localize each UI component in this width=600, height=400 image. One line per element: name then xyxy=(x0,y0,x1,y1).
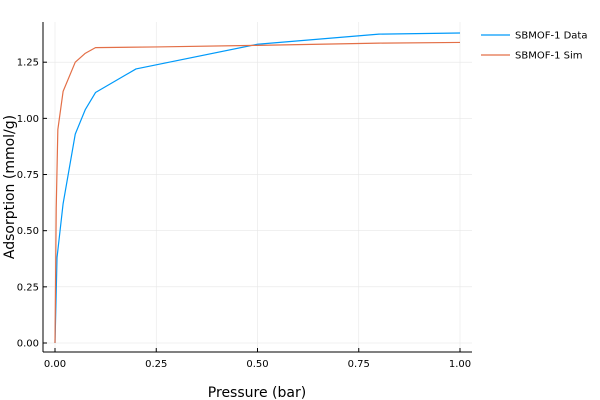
series xyxy=(54,32,461,344)
legend-label: SBMOF-1 Data xyxy=(515,31,588,42)
y-tick-label: 0.00 xyxy=(17,339,39,350)
series-line-sbmof-1-sim xyxy=(54,41,461,344)
x-axis-label: Pressure (bar) xyxy=(208,385,306,400)
y-tick-label: 1.00 xyxy=(17,114,39,125)
y-tick-label: 0.50 xyxy=(17,226,39,237)
y-tick-label: 0.25 xyxy=(17,282,39,293)
legend-box xyxy=(476,22,596,66)
ticks: 0.00 0.25 0.50 0.75 1.00 0.00 0.25 0.50 0.75 1.00… xyxy=(17,58,471,370)
series-line-sbmof-1-data xyxy=(54,32,461,344)
x-tick-label: 0.00 xyxy=(44,359,66,370)
y-tick-label: 0.75 xyxy=(17,170,39,181)
x-tick-label: 0.50 xyxy=(246,359,268,370)
x-tick-label: 1.00 xyxy=(449,359,471,370)
grid xyxy=(43,22,472,352)
x-tick-label: 0.75 xyxy=(348,359,370,370)
legend: SBMOF-1 Data SBMOF-1 Sim xyxy=(476,22,596,66)
y-axis-label: Adsorption (mmol/g) xyxy=(2,115,18,259)
y-tick-label: 1.25 xyxy=(17,58,39,69)
legend-label: SBMOF-1 Sim xyxy=(515,51,582,62)
x-tick-label: 0.25 xyxy=(145,359,167,370)
